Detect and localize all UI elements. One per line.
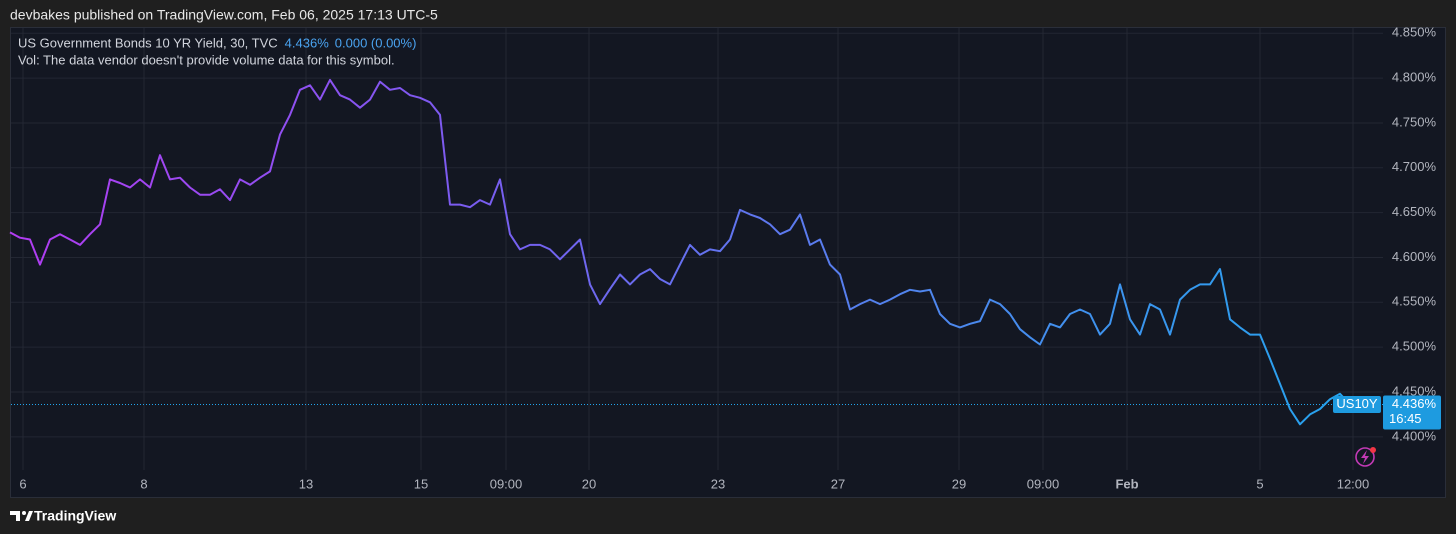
x-tick-label: 6 <box>19 476 26 491</box>
y-tick-label: 4.850% <box>1392 25 1437 40</box>
countdown-label: 16:45 <box>1389 411 1422 426</box>
logo-slash <box>25 511 33 521</box>
price-line <box>9 78 1351 426</box>
x-tick-label: 12:00 <box>1337 476 1370 491</box>
x-tick-label: 15 <box>414 476 428 491</box>
x-tick-label: 29 <box>952 476 966 491</box>
alert-dot[interactable] <box>1370 447 1376 453</box>
y-tick-label: 4.600% <box>1392 249 1437 264</box>
y-tick-label: 4.400% <box>1392 428 1437 443</box>
symbol-title: US Government Bonds 10 YR Yield, 30, TVC <box>18 35 278 50</box>
y-tick-label: 4.500% <box>1392 339 1437 354</box>
x-tick-label: 23 <box>711 476 725 491</box>
symbol-tag-box <box>1333 396 1381 414</box>
change-value: 0.000 (0.00%) <box>335 35 417 50</box>
publish-line: devbakes published on TradingView.com, F… <box>10 7 438 23</box>
alert-bolt[interactable] <box>1361 450 1369 464</box>
symbol-tag: US10Y <box>1336 396 1378 411</box>
volume-note: Vol: The data vendor doesn't provide vol… <box>18 52 395 67</box>
alert-ring[interactable] <box>1355 447 1375 467</box>
x-tick-label: 20 <box>582 476 596 491</box>
x-tick-label: 8 <box>140 476 147 491</box>
x-tick-label: 27 <box>831 476 845 491</box>
alert-icon[interactable] <box>1355 447 1376 467</box>
price-tag-label: 4.436% <box>1392 396 1437 411</box>
x-tick-label: 5 <box>1256 476 1263 491</box>
y-tick-label: 4.700% <box>1392 159 1437 174</box>
y-tick-label: 4.550% <box>1392 294 1437 309</box>
y-tick-label: 4.750% <box>1392 114 1437 129</box>
chart-panel <box>10 27 1446 498</box>
last-value: 4.436% <box>285 35 330 50</box>
footer-brand: TradingView <box>34 508 116 524</box>
logo-dot <box>22 511 26 515</box>
x-tick-label: 09:00 <box>1027 476 1060 491</box>
price-tag-box <box>1383 395 1441 430</box>
y-tick-label: 4.450% <box>1392 383 1437 398</box>
logo <box>10 511 33 521</box>
x-tick-label: Feb <box>1115 476 1138 491</box>
y-tick-label: 4.800% <box>1392 70 1437 85</box>
logo-mark <box>10 511 20 521</box>
y-tick-label: 4.650% <box>1392 204 1437 219</box>
x-tick-label: 13 <box>299 476 313 491</box>
x-tick-label: 09:00 <box>490 476 523 491</box>
